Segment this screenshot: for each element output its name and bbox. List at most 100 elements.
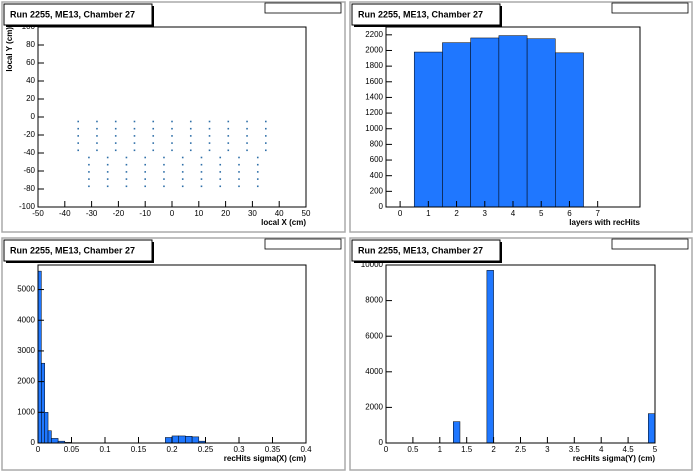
point: [114, 149, 117, 152]
point: [200, 171, 203, 173]
x-tick-label: 3: [483, 209, 488, 218]
stats-box: [264, 238, 342, 250]
y-tick-label: 10000: [361, 260, 384, 269]
y-tick-label: 0: [31, 112, 36, 121]
y-tick-label: 2200: [365, 30, 383, 39]
point: [114, 120, 117, 123]
point: [227, 149, 230, 152]
point: [171, 127, 173, 130]
point: [152, 135, 155, 137]
point: [181, 156, 184, 159]
point: [238, 185, 240, 188]
point: [144, 171, 146, 173]
point: [133, 120, 136, 123]
point: [133, 142, 136, 144]
point: [125, 156, 128, 159]
point: [181, 178, 184, 180]
point: [256, 171, 259, 173]
chart-title: Run 2255, ME13, Chamber 27: [358, 9, 483, 19]
x-tick-label: 20: [221, 209, 230, 218]
x-tick-label: 2.5: [515, 445, 527, 454]
point: [265, 127, 267, 130]
y-tick-label: -20: [23, 130, 35, 139]
point: [189, 142, 192, 144]
x-tick-label: 0.35: [265, 445, 281, 454]
point: [96, 142, 98, 144]
y-tick-label: 60: [26, 58, 35, 67]
x-tick-label: 0.5: [407, 445, 419, 454]
point: [181, 163, 184, 166]
y-tick-label: 0: [31, 438, 36, 447]
x-tick-label: 6: [567, 209, 572, 218]
point: [181, 171, 184, 173]
point: [125, 185, 128, 188]
point: [77, 120, 79, 123]
point: [163, 178, 165, 180]
point: [171, 120, 173, 123]
point: [208, 142, 211, 144]
point: [200, 163, 203, 166]
bar: [185, 435, 193, 443]
x-tick-label: 1: [426, 209, 431, 218]
bar: [486, 270, 494, 443]
point: [171, 149, 173, 152]
x-tick-label: 0.05: [64, 445, 80, 454]
point: [88, 171, 90, 173]
bar: [51, 438, 59, 443]
point: [125, 171, 128, 173]
point: [265, 120, 267, 123]
point: [227, 142, 230, 144]
x-tick-label: 3: [545, 445, 550, 454]
y-tick-label: 5000: [17, 285, 35, 294]
x-tick-label: -10: [139, 209, 151, 218]
point: [106, 185, 109, 188]
point: [238, 163, 240, 166]
x-tick-label: 4.5: [623, 445, 635, 454]
bar: [555, 52, 584, 207]
chart-title: Run 2255, ME13, Chamber 27: [10, 245, 135, 255]
point: [106, 156, 109, 159]
point: [219, 178, 222, 180]
chart-title: Run 2255, ME13, Chamber 27: [358, 245, 483, 255]
pad: 0 200 400 600 800 1000 1200 1400 1600 1800 2000 220…: [349, 1, 693, 233]
x-tick-label: 0.1: [99, 445, 111, 454]
pad: -100-80-60-40-20020406080100-50-40-30-20…: [1, 1, 346, 233]
x-axis-label: layers with recHits: [569, 218, 640, 227]
point: [96, 127, 98, 130]
point: [77, 135, 79, 137]
point: [246, 120, 248, 123]
pad: 0 1000 2000 3000 4000 5000 0 0.05 0.1 0.15 0.2 0.25…: [1, 237, 346, 471]
y-tick-label: 2000: [365, 46, 383, 55]
stats-box: [611, 2, 689, 14]
point: [96, 120, 98, 123]
x-tick-label: 5: [539, 209, 544, 218]
point: [88, 163, 90, 166]
x-tick-label: 4: [599, 445, 604, 454]
point: [106, 178, 109, 180]
point: [238, 178, 240, 180]
point: [88, 178, 90, 180]
y-tick-label: 0: [379, 438, 384, 447]
point: [227, 127, 230, 130]
point: [208, 149, 211, 152]
x-tick-label: 1.5: [461, 445, 473, 454]
y-tick-label: 1400: [365, 93, 383, 102]
bar: [38, 270, 42, 443]
y-tick-label: 4000: [365, 367, 383, 376]
x-tick-label: 0: [398, 209, 403, 218]
x-axis-label: recHits sigma(Y) (cm): [573, 454, 656, 463]
point: [200, 185, 203, 188]
y-tick-label: 1600: [365, 77, 383, 86]
x-tick-label: 10: [194, 209, 203, 218]
y-tick-label: 2000: [365, 403, 383, 412]
point: [77, 149, 79, 152]
point: [152, 149, 155, 152]
bar: [413, 51, 443, 207]
x-tick-label: 0: [36, 445, 41, 454]
x-tick-label: 1: [438, 445, 443, 454]
title-box: [3, 3, 153, 26]
y-tick-label: 6000: [365, 331, 383, 340]
point: [163, 185, 165, 188]
point: [256, 163, 259, 166]
point: [152, 142, 155, 144]
